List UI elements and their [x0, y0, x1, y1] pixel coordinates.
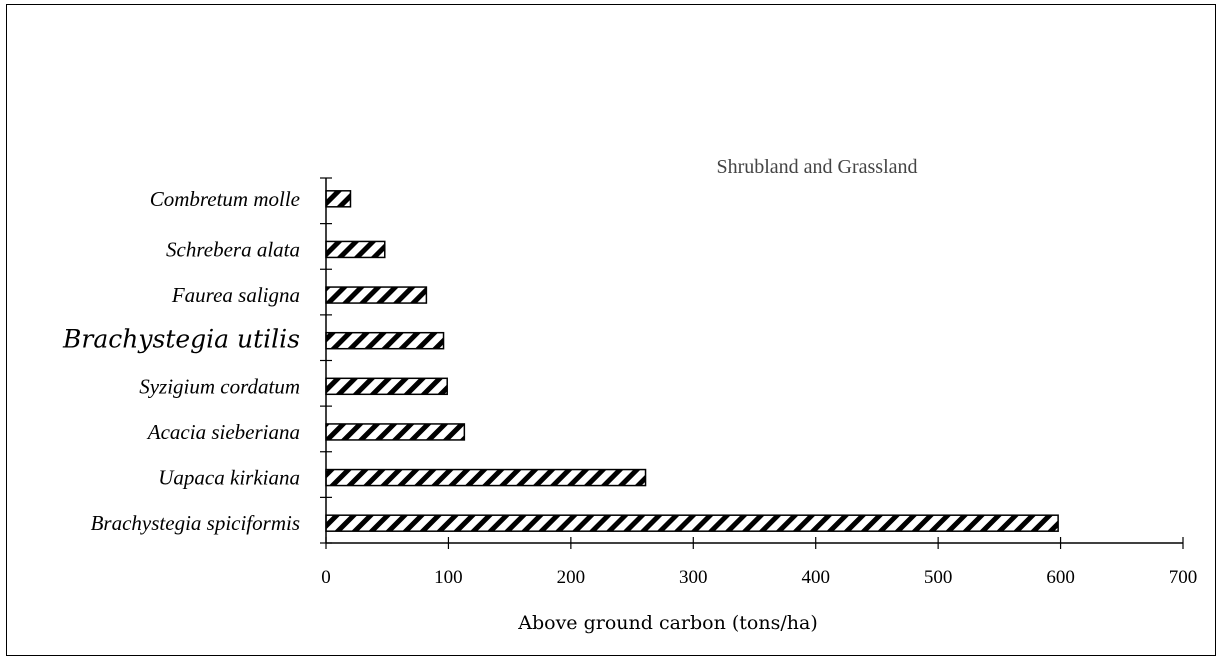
- chart-title: Shrubland and Grassland: [716, 156, 917, 178]
- category-label: Brachystegia utilis: [62, 325, 300, 354]
- bar-brachystegia-utilis: [325, 331, 445, 350]
- x-axis-title: Above ground carbon (tons/ha): [517, 612, 817, 634]
- x-tick-label: 500: [924, 567, 953, 588]
- bar-brachystegia-spiciformis: [325, 514, 1059, 532]
- x-tick-label: 200: [557, 567, 586, 588]
- x-tick-label: 600: [1046, 567, 1075, 588]
- category-label: Uapaca kirkiana: [158, 466, 300, 490]
- bar-syzigium-cordatum: [325, 377, 448, 396]
- bar-acacia-sieberiana: [325, 423, 466, 441]
- bar-uapaca-kirkiana: [325, 468, 647, 487]
- chart-frame: [6, 4, 1216, 656]
- category-label: Brachystegia spiciformis: [91, 511, 300, 535]
- x-tick-label: 700: [1169, 567, 1198, 588]
- category-label: Acacia sieberiana: [146, 420, 300, 444]
- x-tick-label: 0: [321, 567, 331, 588]
- x-tick-label: 400: [801, 567, 830, 588]
- bar-combretum-molle: [325, 190, 352, 208]
- category-label: Syzigium cordatum: [139, 374, 300, 398]
- bar-faurea-saligna: [325, 286, 428, 304]
- category-label: Combretum molle: [150, 187, 300, 211]
- bar-schrebera-alata: [325, 240, 386, 259]
- category-label: Faurea saligna: [171, 283, 300, 307]
- x-tick-label: 300: [679, 567, 708, 588]
- x-tick-label: 100: [434, 567, 463, 588]
- category-label: Schrebera alata: [166, 237, 300, 261]
